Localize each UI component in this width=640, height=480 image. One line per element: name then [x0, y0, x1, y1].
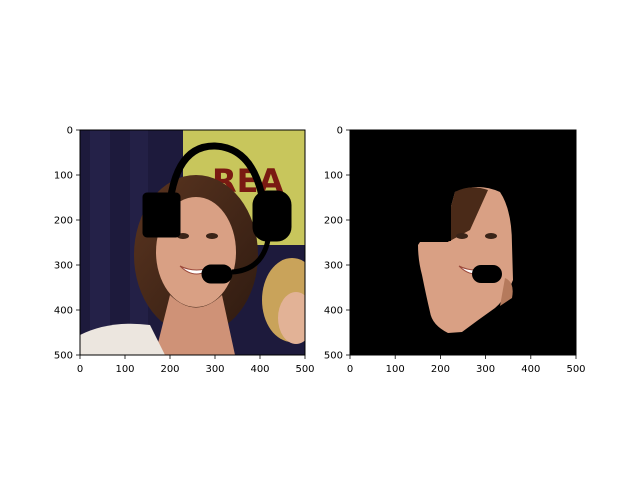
- mic-tip: [201, 264, 233, 284]
- left-x-tick-label: 100: [115, 364, 134, 375]
- right-y-tick-label: 400: [324, 306, 343, 317]
- left-x-tick-label: 300: [205, 364, 224, 375]
- right-y-tick-label: 300: [324, 261, 343, 272]
- eye-left-segment: [456, 233, 468, 239]
- right-y-tick-label: 100: [324, 171, 343, 182]
- right-y-ticks: 0 100 200 300 400 500: [324, 126, 350, 362]
- right-image: [350, 130, 576, 355]
- curtain-fold: [90, 130, 110, 355]
- left-x-tick-label: 0: [77, 364, 83, 375]
- left-x-tick-label: 500: [295, 364, 314, 375]
- right-x-ticks: 0 100 200 300 400 500: [347, 355, 586, 375]
- left-axes: REA 0 100 200 300: [54, 126, 315, 376]
- neck-chest: [155, 295, 235, 355]
- right-x-tick-label: 500: [566, 364, 585, 375]
- shirt: [80, 323, 165, 355]
- right-x-tick-label: 300: [476, 364, 495, 375]
- eye-right-segment: [485, 233, 497, 239]
- right-x-tick-label: 0: [347, 364, 353, 375]
- ear-cup-cut: [415, 193, 451, 241]
- right-x-tick-label: 200: [431, 364, 450, 375]
- second-person-face: [278, 292, 305, 344]
- left-axes-frame: [79, 129, 306, 356]
- right-y-tick-label: 200: [324, 216, 343, 227]
- left-y-tick-label: 0: [67, 126, 73, 137]
- right-x-tick-label: 100: [386, 364, 405, 375]
- left-y-tick-label: 100: [54, 171, 73, 182]
- left-y-tick-label: 200: [54, 216, 73, 227]
- left-image: REA: [80, 130, 305, 355]
- headset-mask: [142, 142, 292, 284]
- right-y-tick-label: 0: [337, 126, 343, 137]
- eye-right: [206, 233, 218, 239]
- mic-boom: [231, 239, 271, 275]
- right-axes: 0 100 200 300 400 500 0 100 200 300 400 500: [324, 126, 586, 376]
- left-x-tick-label: 400: [250, 364, 269, 375]
- headband-arc: [164, 142, 270, 229]
- mic-tip-segment: [472, 265, 502, 283]
- face-segment: [418, 187, 513, 333]
- right-x-tick-label: 400: [521, 364, 540, 375]
- ear-cup-left: [142, 192, 181, 238]
- ear-cup-right: [252, 190, 292, 242]
- ear-segment: [500, 278, 513, 306]
- left-x-ticks: 0 100 200 300 400 500: [77, 355, 315, 375]
- left-y-ticks: 0 100 200 300 400 500: [54, 126, 80, 362]
- left-y-tick-label: 400: [54, 306, 73, 317]
- right-y-tick-label: 500: [324, 351, 343, 362]
- right-axes-frame: [349, 129, 577, 356]
- left-y-tick-label: 300: [54, 261, 73, 272]
- left-y-tick-label: 500: [54, 351, 73, 362]
- left-x-tick-label: 200: [160, 364, 179, 375]
- hair-segment: [448, 187, 488, 242]
